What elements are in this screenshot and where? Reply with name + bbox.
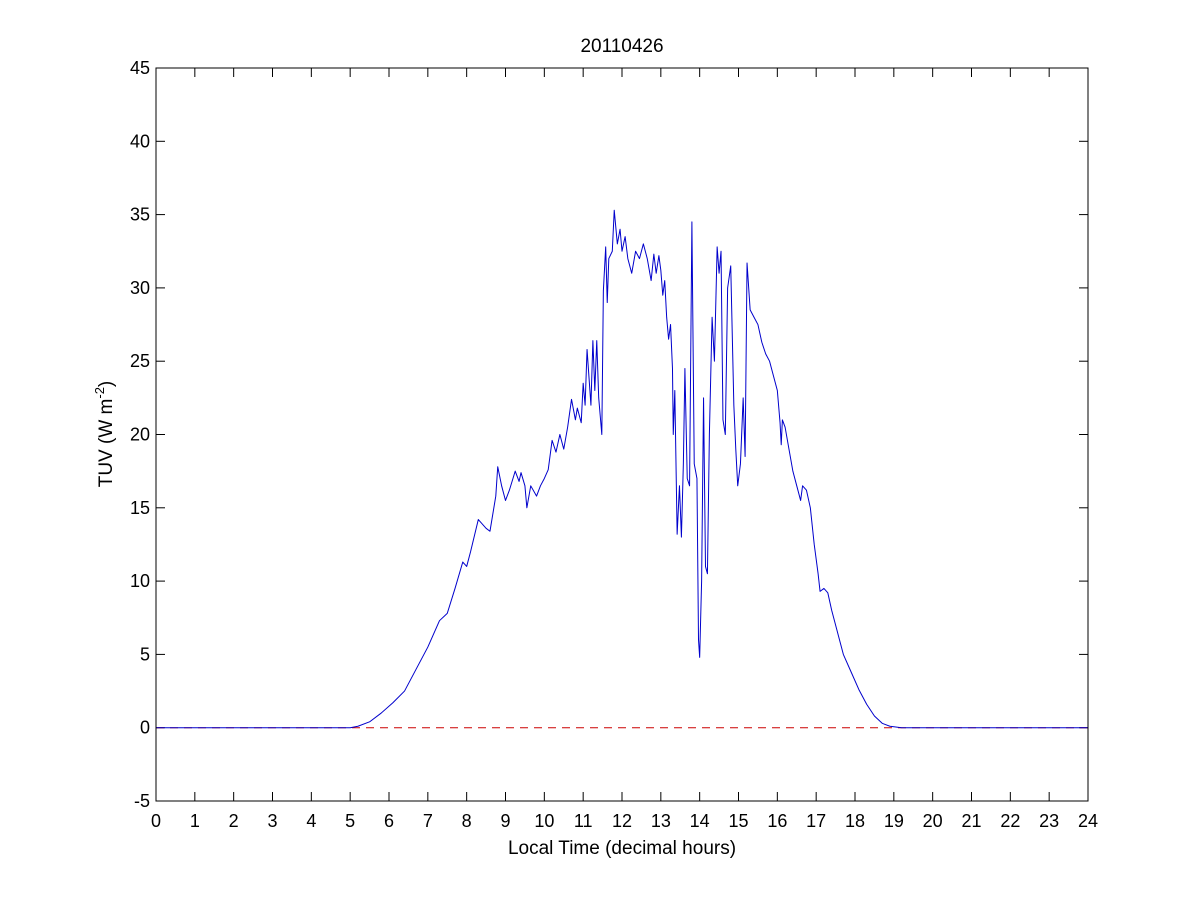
x-tick-label: 10	[534, 811, 554, 831]
x-tick-label: 13	[651, 811, 671, 831]
x-tick-label: 19	[884, 811, 904, 831]
y-tick-label: 35	[130, 205, 150, 225]
x-tick-label: 11	[574, 811, 593, 831]
y-tick-label: -5	[134, 791, 150, 811]
y-tick-label: 10	[130, 571, 150, 591]
y-tick-label: 20	[130, 425, 150, 445]
x-tick-label: 7	[423, 811, 433, 831]
x-tick-label: 6	[384, 811, 394, 831]
x-tick-label: 22	[1000, 811, 1020, 831]
x-tick-label: 1	[190, 811, 200, 831]
x-tick-label: 20	[923, 811, 943, 831]
x-tick-label: 21	[961, 811, 981, 831]
x-tick-label: 9	[500, 811, 510, 831]
x-tick-label: 8	[462, 811, 472, 831]
x-tick-label: 15	[728, 811, 748, 831]
chart-title: 20110426	[580, 36, 663, 57]
y-tick-label: 45	[130, 58, 150, 78]
series-layer	[156, 209, 1088, 729]
y-tick-label: 15	[130, 498, 150, 518]
y-tick-label: 40	[130, 131, 150, 151]
y-axis-label-close: )	[96, 381, 117, 387]
x-tick-label: 2	[229, 811, 239, 831]
x-tick-label: 17	[806, 811, 826, 831]
y-tick-label: 5	[140, 644, 150, 664]
plot-frame	[155, 67, 1089, 802]
y-tick-label: 0	[140, 718, 150, 738]
tick-labels: 0 1 2 3 4 5 6 7 8 9 10 11 12 13 14 15 16 17 18 19 20 21 22 23 24…	[130, 58, 1098, 831]
x-tick-label: 18	[845, 811, 865, 831]
y-axis-label: TUV (W m-2)	[92, 381, 117, 488]
x-axis-label: Local Time (decimal hours)	[508, 838, 736, 859]
x-tick-label: 12	[612, 811, 632, 831]
x-tick-label: 4	[306, 811, 316, 831]
y-tick-label: 30	[130, 278, 150, 298]
x-tick-label: 14	[690, 811, 710, 831]
x-tick-label: 0	[151, 811, 161, 831]
x-tick-label: 5	[345, 811, 355, 831]
plot-area	[156, 68, 1088, 801]
tuv-series-line	[156, 209, 1088, 729]
y-axis-label-main: TUV (W m	[96, 399, 117, 488]
x-tick-label: 16	[767, 811, 787, 831]
x-tick-label: 24	[1078, 811, 1098, 831]
x-tick-label: 3	[267, 811, 277, 831]
y-axis-label-sup: -2	[92, 387, 107, 399]
y-tick-label: 25	[130, 351, 150, 371]
x-tick-label: 23	[1039, 811, 1059, 831]
